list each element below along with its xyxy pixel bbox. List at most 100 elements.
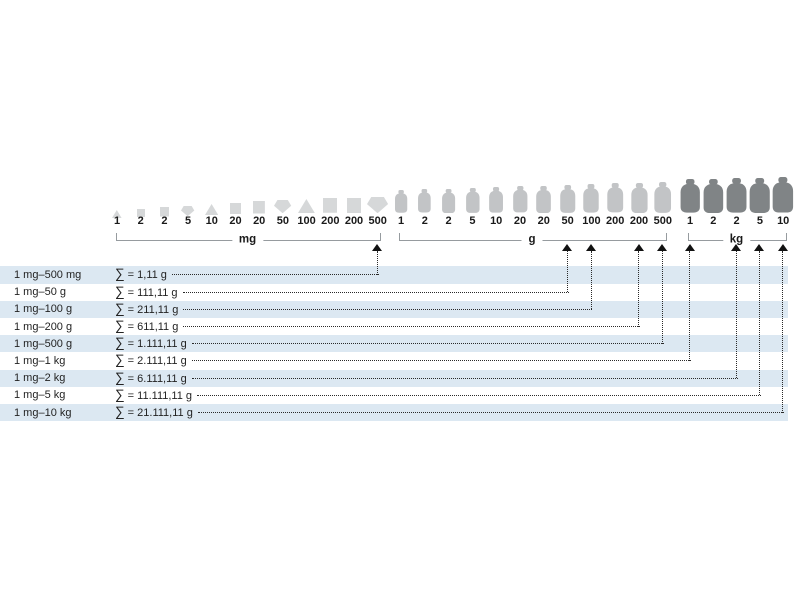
- sum-label: ∑ = 21.111,11 g: [115, 404, 193, 420]
- weight-value-label: 50: [561, 214, 574, 227]
- unit-label-g: g: [521, 233, 543, 246]
- mg-weight-pentagon-icon: [274, 199, 292, 213]
- mg-weight-square-icon: [136, 204, 145, 218]
- dotted-connector-vertical: [759, 251, 761, 396]
- dotted-connector-horizontal: [197, 394, 761, 396]
- range-row: 1 mg–50 g ∑ = 111,11 g: [0, 284, 569, 301]
- weight-value-label: 1: [397, 214, 405, 227]
- weight-value-label: 1: [686, 214, 694, 227]
- mg-weight-triangle-icon: [205, 202, 219, 215]
- sum-label: ∑ = 211,11 g: [115, 300, 179, 316]
- weight-value-label: 500: [653, 214, 672, 227]
- unit-label-mg: mg: [231, 233, 264, 246]
- dotted-connector-horizontal: [191, 377, 738, 379]
- arrow-up-icon: [657, 244, 668, 251]
- weight-value-label: 10: [490, 214, 503, 227]
- g-weight-weight-icon: [512, 186, 529, 213]
- arrow-up-icon: [562, 244, 573, 251]
- arrow-up-icon: [731, 244, 742, 251]
- mg-weight-square-icon: [323, 198, 338, 213]
- weight-value-label: 1: [113, 214, 121, 227]
- weight-value-label: 2: [137, 214, 144, 227]
- weight-value-label: 50: [276, 214, 290, 227]
- range-label: 1 mg–50 g: [14, 286, 66, 299]
- unit-label-kg: kg: [722, 233, 751, 246]
- range-label: 1 mg–500 mg: [14, 268, 82, 281]
- arrow-up-icon: [633, 244, 644, 251]
- sigma-symbol: ∑: [115, 283, 125, 299]
- g-weight-weight-icon: [465, 187, 481, 213]
- range-row: 1 mg–2 kg ∑ = 6.111,11 g: [0, 370, 738, 387]
- dotted-connector-horizontal: [182, 291, 569, 293]
- weight-value-label: 10: [777, 214, 790, 227]
- weight-value-label: 2: [421, 214, 428, 227]
- sigma-symbol: ∑: [115, 266, 125, 282]
- dotted-connector-vertical: [376, 251, 378, 275]
- sigma-symbol: ∑: [115, 318, 125, 334]
- dotted-connector-vertical: [638, 251, 640, 327]
- arrow-up-icon: [372, 244, 383, 251]
- kg-weight-weight-icon: [725, 178, 748, 213]
- dotted-connector-vertical: [566, 251, 568, 293]
- dotted-connector-horizontal: [197, 412, 785, 414]
- g-weight-weight-icon: [441, 188, 456, 214]
- arrow-up-icon: [754, 244, 765, 251]
- sum-label: ∑ = 2.111,11 g: [115, 352, 187, 368]
- mg-weight-triangle-icon: [298, 199, 315, 213]
- range-row: 1 mg–1 kg ∑ = 2.111,11 g: [0, 352, 691, 369]
- arrow-up-icon: [585, 244, 596, 251]
- g-weight-weight-icon: [417, 189, 432, 213]
- range-row: 1 mg–200 g ∑ = 611,11 g: [0, 318, 640, 335]
- weight-value-label: 20: [537, 214, 550, 227]
- sigma-symbol: ∑: [115, 335, 125, 351]
- g-weight-weight-icon: [535, 185, 552, 214]
- mg-weight-square-icon: [159, 204, 169, 217]
- weight-value-label: 20: [229, 214, 242, 227]
- g-weight-weight-icon: [630, 182, 649, 214]
- kg-weight-weight-icon: [679, 179, 701, 213]
- sigma-symbol: ∑: [115, 404, 125, 420]
- kg-weight-weight-icon: [702, 178, 725, 214]
- arrow-up-icon: [684, 244, 695, 251]
- weight-value-label: 500: [368, 214, 387, 227]
- kg-weight-weight-icon: [748, 177, 771, 214]
- range-label: 1 mg–500 g: [14, 337, 73, 350]
- weight-value-label: 2: [161, 214, 168, 227]
- sum-label: ∑ = 611,11 g: [115, 318, 179, 334]
- mg-weight-square-icon: [346, 197, 362, 213]
- weight-value-label: 5: [469, 214, 476, 227]
- mg-weight-square-icon: [253, 201, 266, 214]
- weight-value-label: 100: [582, 214, 601, 227]
- weight-value-label: 100: [297, 214, 316, 227]
- weight-value-label: 5: [756, 214, 763, 227]
- range-row: 1 mg–5 kg ∑ = 11.111,11 g: [0, 387, 761, 404]
- g-weight-weight-icon: [394, 190, 408, 213]
- range-label: 1 mg–2 kg: [14, 372, 66, 385]
- arrow-up-icon: [777, 244, 788, 251]
- g-weight-weight-icon: [559, 184, 577, 213]
- range-row: 1 mg–10 kg ∑ = 21.111,11 g: [0, 404, 785, 421]
- range-label: 1 mg–10 kg: [14, 406, 72, 419]
- weight-value-label: 2: [710, 214, 717, 227]
- range-label: 1 mg–100 g: [14, 303, 73, 316]
- weight-value-label: 2: [445, 214, 452, 227]
- range-row: 1 mg–500 mg ∑ = 1,11 g: [0, 266, 379, 283]
- range-row: 1 mg–100 g ∑ = 211,11 g: [0, 300, 593, 318]
- dotted-connector-vertical: [735, 251, 737, 379]
- mg-weight-pentagon-icon: [367, 196, 389, 213]
- sum-label: ∑ = 6.111,11 g: [115, 369, 187, 385]
- dotted-connector-horizontal: [191, 343, 664, 345]
- weight-value-label: 20: [253, 214, 266, 227]
- dotted-connector-vertical: [590, 251, 592, 310]
- weight-value-label: 200: [606, 214, 625, 227]
- sigma-symbol: ∑: [115, 300, 125, 316]
- weight-value-label: 200: [344, 214, 364, 227]
- dotted-connector-vertical: [782, 251, 784, 413]
- dotted-connector-vertical: [689, 251, 691, 361]
- mg-weight-pentagon-icon: [181, 203, 195, 216]
- kg-weight-weight-icon: [771, 177, 795, 213]
- mg-weight-triangle-icon: [112, 205, 122, 218]
- range-label: 1 mg–5 kg: [14, 389, 66, 402]
- dotted-connector-horizontal: [183, 326, 640, 328]
